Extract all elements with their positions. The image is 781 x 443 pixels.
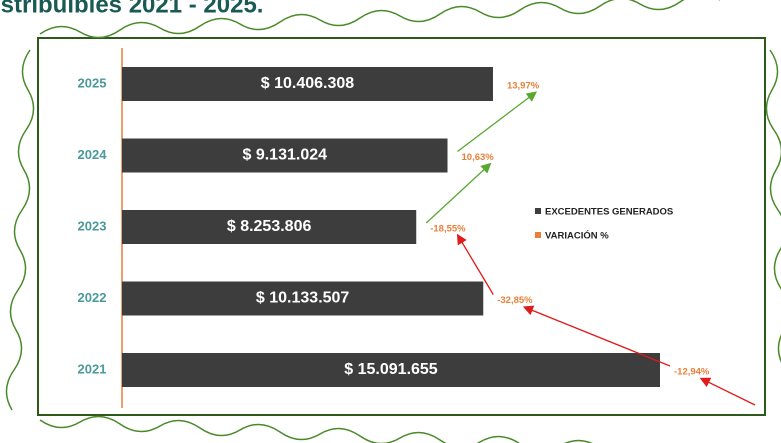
chart-title: istribuibles 2021 - 2025.: [0, 0, 263, 18]
legend-label: VARIACIÓN %: [545, 230, 609, 242]
bar: [122, 353, 660, 387]
category-label: 2025: [78, 75, 107, 90]
category-label: 2023: [78, 218, 107, 233]
trend-arrow: [425, 162, 492, 224]
trend-arrow: [699, 377, 756, 406]
variation-label: -12,94%: [674, 367, 710, 378]
vine-decoration: [5, 0, 781, 443]
category-label: 2021: [78, 361, 107, 376]
legend-label: EXCEDENTES GENERADOS: [545, 207, 673, 218]
category-label: 2024: [78, 147, 108, 162]
trend-arrow: [457, 91, 538, 153]
bar-value-label: $ 8.253.806: [227, 218, 312, 235]
bar: [122, 67, 493, 101]
trend-arrow: [522, 305, 671, 367]
bar-value-label: $ 10.406.308: [261, 75, 355, 92]
legend-swatch: [535, 208, 541, 214]
variation-label: 13,97%: [507, 81, 540, 92]
bar: [122, 210, 417, 244]
bar: [122, 138, 448, 173]
variation-label: -32,85%: [497, 295, 533, 306]
bar: [122, 281, 484, 316]
category-label: 2022: [78, 290, 107, 305]
legend-swatch: [535, 232, 541, 238]
variation-label: 10,63%: [462, 152, 495, 163]
frame: [37, 37, 766, 416]
trend-arrow: [456, 233, 494, 295]
bar-value-label: $ 10.133.507: [256, 290, 350, 307]
variation-label: -18,55%: [430, 224, 466, 235]
bar-value-label: $ 9.131.024: [242, 147, 327, 164]
bar-value-label: $ 15.091.655: [344, 361, 438, 378]
